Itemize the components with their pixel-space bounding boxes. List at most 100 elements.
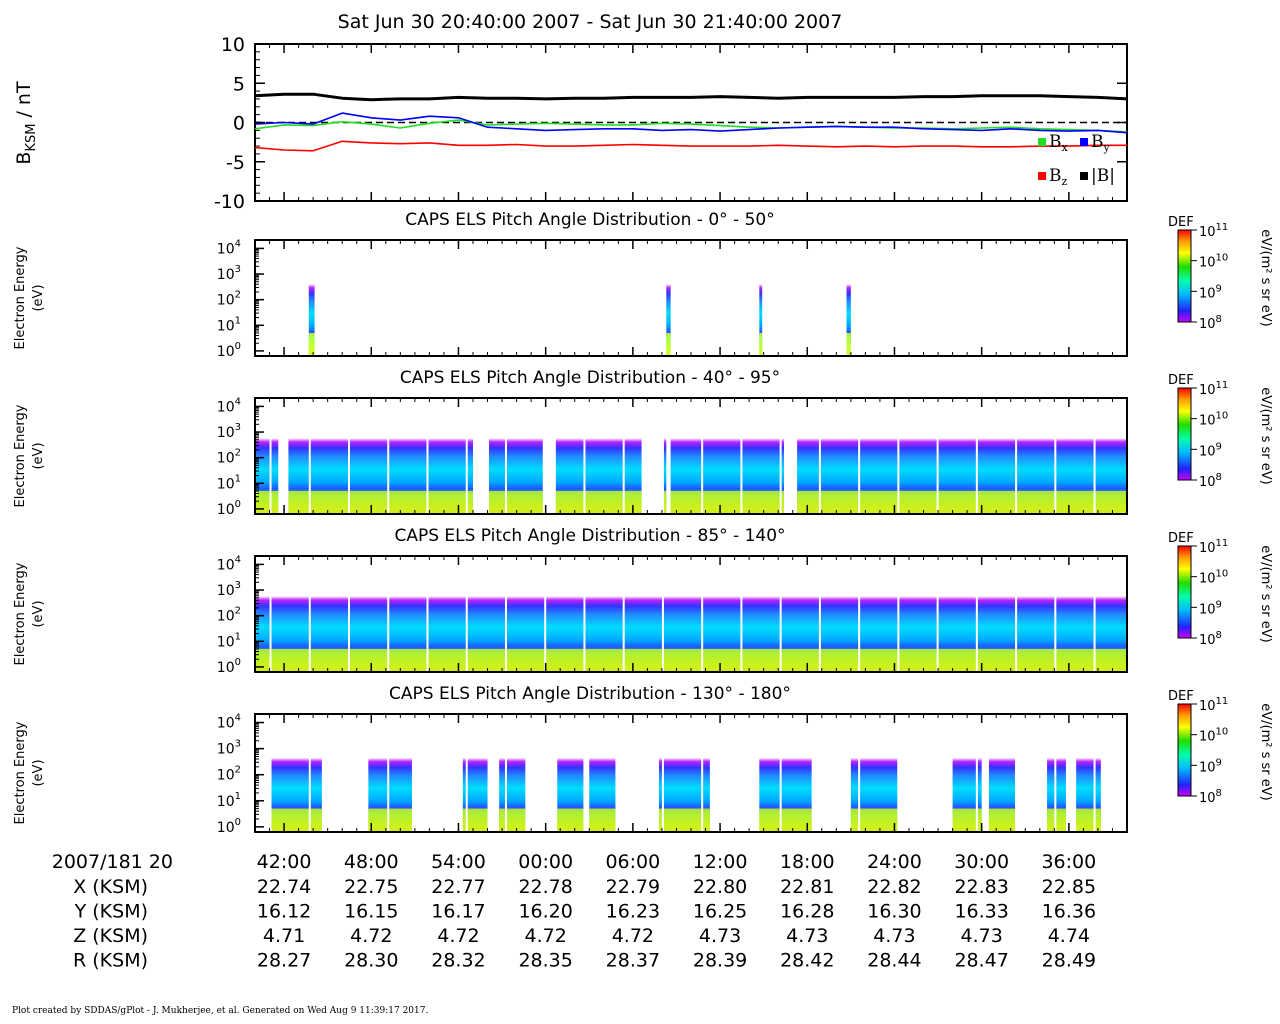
colorbar-tick-label: 1011 xyxy=(1199,222,1228,240)
low-energy-band xyxy=(308,332,315,356)
energy-tick-label: 104 xyxy=(217,238,241,257)
energy-ylabel-unit: (eV) xyxy=(31,442,46,469)
data-gap xyxy=(740,556,743,672)
time-axis-tick-label: 42:00 xyxy=(257,851,312,873)
low-energy-band xyxy=(661,490,667,514)
energy-tick-label: 103 xyxy=(217,422,241,441)
colorbar-tick-label: 1011 xyxy=(1199,380,1228,398)
data-gap xyxy=(348,556,351,672)
energy-tick-label: 100 xyxy=(217,499,241,518)
energy-tick-label: 101 xyxy=(217,315,241,334)
data-gap xyxy=(897,556,900,672)
data-gap xyxy=(897,714,900,832)
colorbar-unit: eV/(m² s sr eV) xyxy=(1258,387,1273,484)
colorbar-tick-label: 109 xyxy=(1199,599,1222,617)
ephemeris-row-label: X (KSM) xyxy=(73,876,148,898)
ephemeris-value: 4.72 xyxy=(350,925,392,947)
low-energy-band xyxy=(759,808,812,832)
data-gap xyxy=(858,714,861,832)
low-energy-band xyxy=(1076,808,1101,832)
data-gap xyxy=(544,398,547,514)
data-gap xyxy=(701,714,704,832)
data-gap xyxy=(622,398,625,514)
low-energy-band xyxy=(670,490,785,514)
low-energy-band xyxy=(589,808,616,832)
data-gap xyxy=(348,398,351,514)
data-gap xyxy=(1093,556,1096,672)
ephemeris-value: 4.72 xyxy=(437,925,479,947)
time-axis-row-label: 2007/181 20 xyxy=(52,851,173,873)
colorbar-tick-label: 1010 xyxy=(1199,411,1228,429)
colorbar-tick-label: 108 xyxy=(1199,472,1222,490)
energy-tick-label: 100 xyxy=(217,341,241,360)
panel-title: CAPS ELS Pitch Angle Distribution - 130°… xyxy=(389,684,791,704)
energy-ylabel-unit: (eV) xyxy=(31,600,46,627)
time-axis-tick-label: 36:00 xyxy=(1041,851,1096,873)
energy-tick-label: 101 xyxy=(217,631,241,650)
ephemeris-value: 16.25 xyxy=(693,901,747,923)
energy-tick-label: 104 xyxy=(217,396,241,415)
data-gap xyxy=(818,714,821,832)
ephemeris-value: 16.33 xyxy=(954,901,1008,923)
ephemeris-value: 28.47 xyxy=(954,950,1008,972)
low-energy-band xyxy=(666,332,671,356)
data-gap xyxy=(936,714,939,832)
data-gap xyxy=(661,556,664,672)
colorbar-tick-label: 109 xyxy=(1199,757,1222,775)
ephemeris-value: 16.28 xyxy=(780,901,834,923)
ephemeris-value: 16.23 xyxy=(606,901,660,923)
energy-ylabel: Electron Energy xyxy=(13,246,28,349)
low-energy-band xyxy=(488,490,543,514)
data-gap xyxy=(583,714,586,832)
ephemeris-value: 4.73 xyxy=(786,925,828,947)
data-gap xyxy=(661,714,664,832)
time-axis-tick-label: 24:00 xyxy=(867,851,922,873)
colorbar-tick-label: 1010 xyxy=(1199,727,1228,745)
time-axis-tick-label: 54:00 xyxy=(431,851,486,873)
ephemeris-value: 22.85 xyxy=(1042,876,1096,898)
colorbar xyxy=(1177,545,1192,639)
mag-ytick-label: 5 xyxy=(233,73,245,95)
ephemeris-value: 16.12 xyxy=(257,901,311,923)
ephemeris-value: 4.73 xyxy=(699,925,741,947)
data-gap xyxy=(936,398,939,514)
series-line-z xyxy=(254,140,1127,152)
colorbar-unit: eV/(m² s sr eV) xyxy=(1258,229,1273,326)
energy-tick-label: 100 xyxy=(217,817,241,836)
colorbar-tick-label: 109 xyxy=(1199,441,1222,459)
data-gap xyxy=(1015,714,1018,832)
data-gap xyxy=(622,714,625,832)
mag-ytick-label: 0 xyxy=(233,113,245,135)
ephemeris-value: 22.77 xyxy=(431,876,485,898)
mag-ytick-label: -5 xyxy=(226,152,245,174)
data-gap xyxy=(269,398,272,514)
panel-title: CAPS ELS Pitch Angle Distribution - 40° … xyxy=(400,368,780,388)
mag-ytick-label: 10 xyxy=(221,34,245,56)
low-energy-band xyxy=(288,490,473,514)
data-gap xyxy=(1015,398,1018,514)
colorbar-tick-label: 1010 xyxy=(1199,253,1228,271)
colorbar-label: DEF xyxy=(1168,373,1194,388)
energy-tick-label: 102 xyxy=(217,606,241,625)
time-axis-tick-label: 12:00 xyxy=(693,851,748,873)
data-gap xyxy=(348,714,351,832)
data-gap xyxy=(975,556,978,672)
energy-tick-label: 104 xyxy=(217,713,241,732)
spectrogram-block xyxy=(661,414,667,514)
ephemeris-value: 16.30 xyxy=(867,901,921,923)
spectrogram-block xyxy=(255,414,279,514)
energy-tick-label: 100 xyxy=(217,657,241,676)
colorbar-unit: eV/(m² s sr eV) xyxy=(1258,545,1273,642)
low-energy-band xyxy=(499,808,526,832)
low-energy-band xyxy=(846,332,851,356)
data-gap xyxy=(583,556,586,672)
ephemeris-value: 22.74 xyxy=(257,876,311,898)
spectrogram-block xyxy=(308,261,315,356)
energy-ylabel: Electron Energy xyxy=(13,562,28,665)
footer-credit: Plot created by SDDAS/gPlot - J. Mukherj… xyxy=(12,1006,429,1016)
series-line-y xyxy=(254,112,1128,134)
series-line-x xyxy=(254,119,1128,133)
low-energy-band xyxy=(368,808,412,832)
data-gap xyxy=(779,714,782,832)
ephemeris-value: 28.42 xyxy=(780,950,834,972)
